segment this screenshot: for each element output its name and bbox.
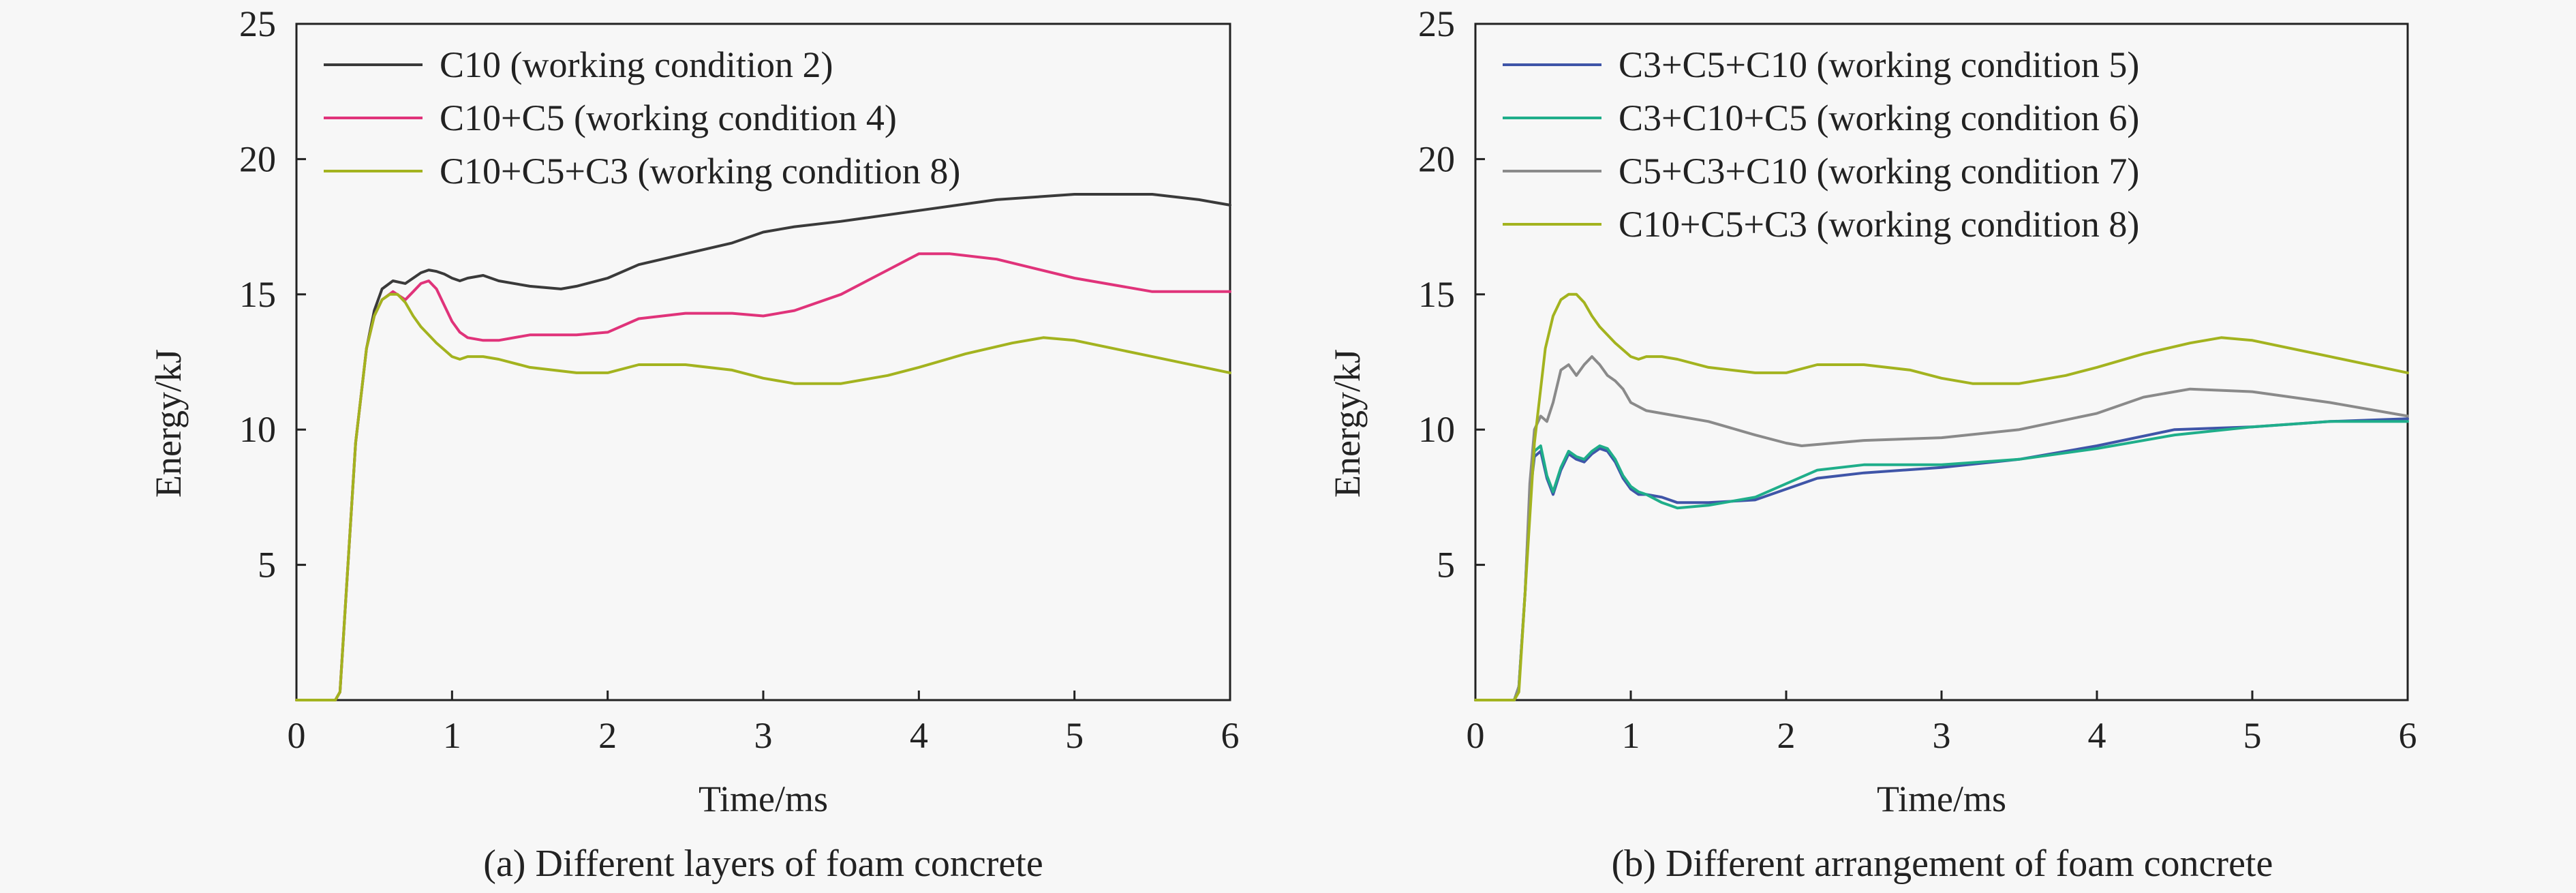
- x-tick-label: 5: [1065, 715, 1084, 756]
- y-tick-label: 10: [239, 409, 276, 450]
- y-tick-label: 15: [1418, 274, 1455, 315]
- series-line-2: [295, 252, 1231, 701]
- x-tick-label: 5: [2243, 715, 2262, 756]
- x-tick-label: 3: [754, 715, 773, 756]
- figure-caption: (b) Different arrangement of foam concre…: [1612, 843, 2273, 885]
- x-tick-label: 4: [2088, 715, 2106, 756]
- x-tick-label: 0: [1467, 715, 1485, 756]
- y-tick-label: 25: [1418, 3, 1455, 44]
- series-line-1: [1474, 417, 2409, 701]
- legend-label: C10 (working condition 2): [440, 44, 833, 85]
- x-axis-label: Time/ms: [699, 778, 828, 819]
- y-tick-label: 15: [239, 274, 276, 315]
- legend-label: C10+C5+C3 (working condition 8): [1619, 204, 2139, 245]
- y-tick-label: 20: [239, 138, 276, 179]
- legend-label: C10+C5+C3 (working condition 8): [440, 151, 960, 192]
- legend-label: C10+C5 (working condition 4): [440, 97, 897, 138]
- legend-label: C3+C5+C10 (working condition 5): [1619, 44, 2139, 85]
- y-axis-label: Energy/kJ: [148, 349, 189, 498]
- y-tick-label: 25: [239, 3, 276, 44]
- x-tick-label: 6: [2399, 715, 2417, 756]
- x-tick-label: 2: [598, 715, 617, 756]
- x-tick-label: 4: [910, 715, 928, 756]
- y-axis-label: Energy/kJ: [1327, 349, 1368, 498]
- series-line-4: [1474, 292, 2409, 701]
- panel-a: 0 1 2 3 4 5 6 5 10 15 20 25 Time/ms Energy/kJ (a) Diff…: [148, 3, 1240, 885]
- x-tick-label: 1: [443, 715, 461, 756]
- legend-label: C3+C10+C5 (working condition 6): [1619, 97, 2139, 138]
- y-tick-label: 5: [1437, 545, 1455, 586]
- x-tick-label: 3: [1933, 715, 1951, 756]
- series-line-2: [1474, 420, 2409, 701]
- x-tick-label: 6: [1221, 715, 1240, 756]
- x-tick-label: 1: [1622, 715, 1640, 756]
- series-line-3: [295, 292, 1231, 701]
- x-tick-label: 2: [1777, 715, 1796, 756]
- series-line-1: [295, 193, 1231, 701]
- y-tick-label: 20: [1418, 138, 1455, 179]
- legend-label: C5+C3+C10 (working condition 7): [1619, 151, 2139, 192]
- y-tick-label: 10: [1418, 409, 1455, 450]
- y-tick-label: 5: [258, 545, 276, 586]
- series-line-3: [1474, 355, 2409, 701]
- panel-b: 0 1 2 3 4 5 6 5 10 15 20 25 Time/ms Energy/kJ (b) Diff…: [1327, 3, 2417, 885]
- x-tick-label: 0: [288, 715, 306, 756]
- x-axis-label: Time/ms: [1877, 778, 2006, 819]
- figure-caption: (a) Different layers of foam concrete: [483, 843, 1043, 885]
